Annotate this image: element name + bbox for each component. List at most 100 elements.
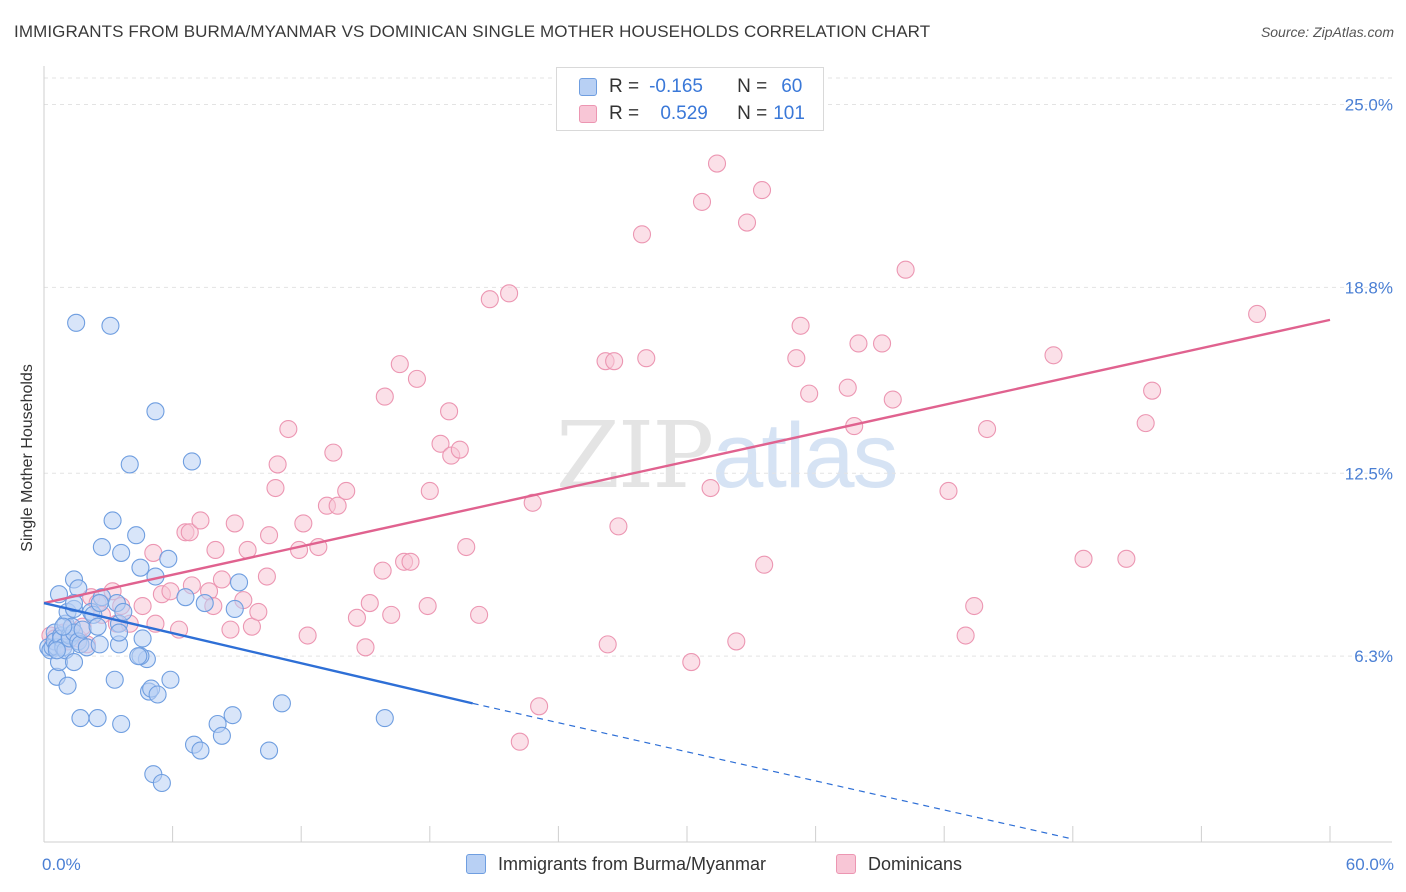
burma-point <box>161 670 180 689</box>
correlation-legend: R = -0.165 N = 60 R = 0.529 N = 101 <box>556 67 824 131</box>
dominicans-point <box>598 635 617 654</box>
burma-point <box>225 599 244 619</box>
dominicans-point <box>144 543 163 562</box>
dominicans-point <box>266 478 285 498</box>
dominicans-legend-swatch <box>836 854 856 874</box>
burma-point <box>182 452 201 471</box>
dominicans-point <box>755 555 774 574</box>
dominicans-point <box>883 390 902 409</box>
burma-point <box>101 316 120 335</box>
burma-trend-line <box>43 601 473 705</box>
burma-point <box>90 594 109 613</box>
dominicans-point <box>294 514 313 533</box>
dominicans-point <box>382 605 401 624</box>
dominicans-points <box>41 154 1267 751</box>
burma-point <box>120 455 139 474</box>
dominicans-point <box>221 620 240 639</box>
tick-labels: 6.3% 12.5% 18.8% 25.0% 0.0% 60.0% <box>42 96 1394 874</box>
legend-item-burma: Immigrants from Burma/Myanmar <box>466 851 766 877</box>
y-tick-label: 12.5% <box>1345 464 1393 483</box>
legend-row-dominicans: R = 0.529 N = 101 <box>579 102 805 126</box>
dominicans-point <box>268 455 287 474</box>
burma-point <box>133 629 152 648</box>
burma-point <box>148 685 167 704</box>
dominicans-point <box>212 570 231 589</box>
legend-item-dominicans: Dominicans <box>836 851 962 877</box>
legend-r-value: -0.165 <box>649 76 703 97</box>
dominicans-trend-line <box>43 318 1331 605</box>
dominicans-point <box>500 284 519 303</box>
burma-point <box>127 526 146 545</box>
burma-point <box>71 709 90 728</box>
dominicans-point <box>324 443 343 462</box>
dominicans-swatch <box>579 105 597 123</box>
dominicans-point <box>965 596 984 616</box>
dominicans-point <box>787 349 806 368</box>
dominicans-point <box>1136 414 1155 433</box>
dominicans-point <box>180 523 199 542</box>
y-tick-label: 18.8% <box>1345 278 1393 297</box>
dominicans-point <box>956 626 975 645</box>
dominicans-point <box>401 552 420 571</box>
burma-point <box>272 694 291 713</box>
dominicans-point <box>1117 549 1136 568</box>
burma-trend-extension <box>472 702 1073 840</box>
dominicans-point <box>225 514 244 533</box>
burma-point <box>191 741 210 760</box>
dominicans-point <box>450 440 469 459</box>
burma-point <box>64 653 84 672</box>
source-credit: Source: ZipAtlas.com <box>1260 24 1394 40</box>
dominicans-point <box>849 334 868 353</box>
dominicans-point <box>978 419 997 439</box>
burma-point <box>64 594 84 613</box>
dominicans-point <box>161 582 180 601</box>
dominicans-point <box>727 632 746 651</box>
dominicans-point <box>480 290 499 309</box>
burma-point <box>375 709 394 728</box>
burma-point <box>112 543 131 562</box>
burma-point <box>90 635 109 654</box>
dominicans-point <box>1044 346 1063 365</box>
trend-lines <box>43 318 1331 840</box>
legend-r-label: R = <box>609 76 640 97</box>
dominicans-point <box>510 732 529 751</box>
dominicans-point <box>259 526 279 545</box>
dominicans-point <box>791 316 810 335</box>
burma-point <box>47 641 66 660</box>
dominicans-point <box>637 349 656 368</box>
y-tick-label: 6.3% <box>1354 647 1393 666</box>
burma-point <box>223 706 242 725</box>
burma-point <box>73 620 92 639</box>
dominicans-point <box>1143 381 1162 400</box>
burma-point <box>88 617 107 636</box>
burma-point <box>176 588 195 607</box>
legend-n-label: N = <box>737 103 768 124</box>
dominicans-point <box>707 154 727 173</box>
dominicans-legend-label: Dominicans <box>868 853 963 874</box>
burma-point <box>212 726 231 745</box>
dominicans-point <box>390 355 409 374</box>
dominicans-point <box>470 605 489 624</box>
dominicans-point <box>431 434 450 453</box>
dominicans-point <box>375 387 394 406</box>
burma-point <box>103 511 122 530</box>
dominicans-point <box>279 419 298 439</box>
burma-point <box>129 647 148 666</box>
burma-point <box>105 670 124 689</box>
burma-point <box>114 602 133 621</box>
y-tick-label: 25.0% <box>1345 96 1393 115</box>
burma-legend-label: Immigrants from Burma/Myanmar <box>498 853 767 874</box>
legend-n-value: 60 <box>781 76 803 97</box>
dominicans-point <box>298 626 317 645</box>
burma-point <box>159 549 178 568</box>
watermark-zip: ZIP <box>556 402 714 509</box>
dominicans-point <box>632 225 652 244</box>
dominicans-point <box>1248 304 1267 324</box>
dominicans-point <box>457 537 476 557</box>
x-tick-label: 60.0% <box>1346 855 1394 874</box>
burma-point <box>109 623 129 642</box>
legend-n-value: 101 <box>773 103 805 124</box>
burma-point <box>146 402 165 421</box>
burma-swatch <box>579 78 597 96</box>
